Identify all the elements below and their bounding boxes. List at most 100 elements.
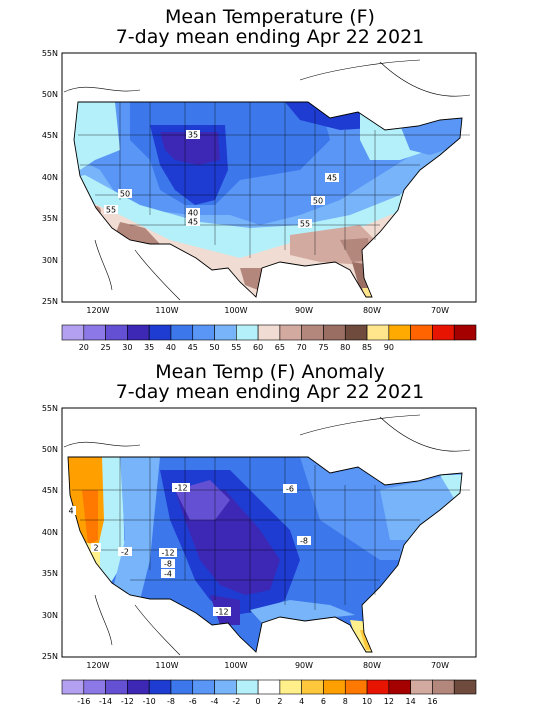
map1-contour-labels: 35 50 55 40 45 45 50 55 bbox=[104, 130, 339, 229]
contour-label: 55 bbox=[300, 220, 310, 229]
map2-lon-labels: 120W 110W 100W 90W 80W 70W bbox=[86, 661, 449, 670]
colorbar-tick-label: 75 bbox=[318, 343, 328, 352]
colorbar-swatch bbox=[127, 679, 150, 695]
colorbar-tick-label: 20 bbox=[79, 343, 89, 352]
colorbar-tick-label: 35 bbox=[144, 343, 154, 352]
lat-label: 55N bbox=[42, 404, 58, 413]
colorbar-swatch bbox=[214, 679, 237, 695]
colorbar-swatch bbox=[192, 679, 215, 695]
colorbar-swatch bbox=[236, 679, 259, 695]
contour-label: -12 bbox=[161, 549, 174, 558]
colorbar-swatch bbox=[61, 679, 85, 695]
map2-state-borders bbox=[72, 457, 470, 613]
colorbar-tick-label: 70 bbox=[297, 343, 307, 352]
contour-label: -12 bbox=[215, 608, 228, 617]
lat-label: 50N bbox=[42, 90, 58, 99]
contour-label: -8 bbox=[300, 537, 308, 546]
colorbar-swatch bbox=[388, 679, 411, 695]
contour-label: -4 bbox=[164, 570, 172, 579]
lon-label: 80W bbox=[363, 306, 381, 315]
colorbar-tick-label: -2 bbox=[232, 697, 240, 706]
colorbar-tick-label: 2 bbox=[277, 697, 282, 706]
contour-label: -6 bbox=[286, 485, 294, 494]
colorbar-tick-label: 90 bbox=[384, 343, 394, 352]
colorbar-swatch bbox=[344, 679, 368, 695]
lon-label: 100W bbox=[224, 661, 247, 670]
lon-label: 110W bbox=[155, 661, 178, 670]
colorbar-swatch bbox=[279, 679, 302, 695]
colorbar-swatch bbox=[257, 679, 281, 695]
lon-label: 80W bbox=[363, 661, 381, 670]
contour-label: 45 bbox=[188, 218, 198, 227]
map1-state-borders bbox=[78, 102, 470, 258]
colorbar-swatch bbox=[410, 679, 433, 695]
contour-label: 50 bbox=[120, 190, 130, 199]
colorbar-tick-label: 6 bbox=[321, 697, 326, 706]
lat-label: 45N bbox=[42, 486, 58, 495]
colorbar-tick-label: 45 bbox=[188, 343, 198, 352]
lat-label: 30N bbox=[42, 611, 58, 620]
lat-label: 25N bbox=[42, 652, 58, 661]
map2-coast-lines bbox=[63, 414, 471, 656]
colorbar-swatch bbox=[170, 679, 194, 695]
colorbar-tick-label: 50 bbox=[209, 343, 219, 352]
colorbar-tick-label: -10 bbox=[143, 697, 156, 706]
contour-label: 2 bbox=[93, 544, 98, 553]
colorbar-tick-label: 14 bbox=[406, 697, 416, 706]
map2-title-line1: Mean Temp (F) Anomaly bbox=[155, 361, 385, 383]
colorbar-swatch bbox=[453, 679, 477, 695]
colorbar-tick-label: 60 bbox=[253, 343, 263, 352]
map1-title-line1: Mean Temperature (F) bbox=[165, 6, 375, 28]
colorbar-tick-label: -6 bbox=[189, 697, 197, 706]
contour-label: -8 bbox=[164, 560, 172, 569]
map2-lat-labels: 55N 50N 45N 40N 35N 30N 25N bbox=[42, 404, 58, 661]
map2-contour-labels: -12 -6 -8 -12 -8 -4 -2 2 4 -12 bbox=[66, 483, 311, 617]
colorbar-tick-label: 4 bbox=[299, 697, 304, 706]
colorbar-swatch bbox=[148, 679, 172, 695]
map1-lon-labels: 120W 110W 100W 90W 80W 70W bbox=[86, 306, 449, 315]
colorbar-swatch bbox=[323, 679, 346, 695]
map2-colorbar: -16 -14 -12 -10 -8 -6 -4 -2 0 2 4 6 8 10 12 14 16 bbox=[61, 679, 477, 706]
colorbar-tick-label: -8 bbox=[167, 697, 175, 706]
lat-label: 45N bbox=[42, 131, 58, 140]
map2-us-outline bbox=[67, 456, 463, 653]
colorbar-tick-label: -12 bbox=[121, 697, 134, 706]
lat-label: 40N bbox=[42, 173, 58, 182]
colorbar-tick-label: 40 bbox=[166, 343, 176, 352]
map1-title-line2: 7-day mean ending Apr 22 2021 bbox=[115, 26, 425, 48]
contour-label: 50 bbox=[313, 197, 323, 206]
contour-label: 35 bbox=[188, 131, 198, 140]
colorbar-tick-label: 80 bbox=[340, 343, 350, 352]
contour-label: -12 bbox=[174, 484, 187, 493]
contour-label: 45 bbox=[327, 174, 337, 183]
lon-label: 90W bbox=[295, 306, 313, 315]
contour-label: 40 bbox=[188, 209, 198, 218]
colorbar-tick-label: 25 bbox=[100, 343, 110, 352]
colorbar-tick-label: 10 bbox=[362, 697, 372, 706]
colorbar-tick-label: 16 bbox=[427, 697, 437, 706]
lat-label: 55N bbox=[42, 49, 58, 58]
colorbar-tick-label: 0 bbox=[256, 697, 261, 706]
colorbar-tick-label: -16 bbox=[77, 697, 90, 706]
lon-label: 70W bbox=[431, 306, 449, 315]
lat-label: 35N bbox=[42, 569, 58, 578]
lon-label: 120W bbox=[86, 306, 109, 315]
colorbar-tick-label: 8 bbox=[343, 697, 348, 706]
colorbar-swatch bbox=[366, 679, 390, 695]
colorbar-swatch bbox=[83, 679, 106, 695]
map1-us-outline bbox=[73, 101, 463, 298]
colorbar-tick-label: 85 bbox=[362, 343, 372, 352]
colorbar-tick-label: 12 bbox=[384, 697, 394, 706]
lat-label: 50N bbox=[42, 445, 58, 454]
colorbar-tick-label: 55 bbox=[231, 343, 241, 352]
map2-title-line2: 7-day mean ending Apr 22 2021 bbox=[115, 381, 425, 403]
map1-lat-labels: 55N 50N 45N 40N 35N 30N 25N bbox=[42, 49, 58, 306]
colorbar-tick-label: -14 bbox=[99, 697, 112, 706]
colorbar-tick-label: -4 bbox=[211, 697, 219, 706]
lon-label: 120W bbox=[86, 661, 109, 670]
lon-label: 70W bbox=[431, 661, 449, 670]
colorbar-tick-label: 30 bbox=[122, 343, 132, 352]
contour-label: 55 bbox=[106, 206, 116, 215]
